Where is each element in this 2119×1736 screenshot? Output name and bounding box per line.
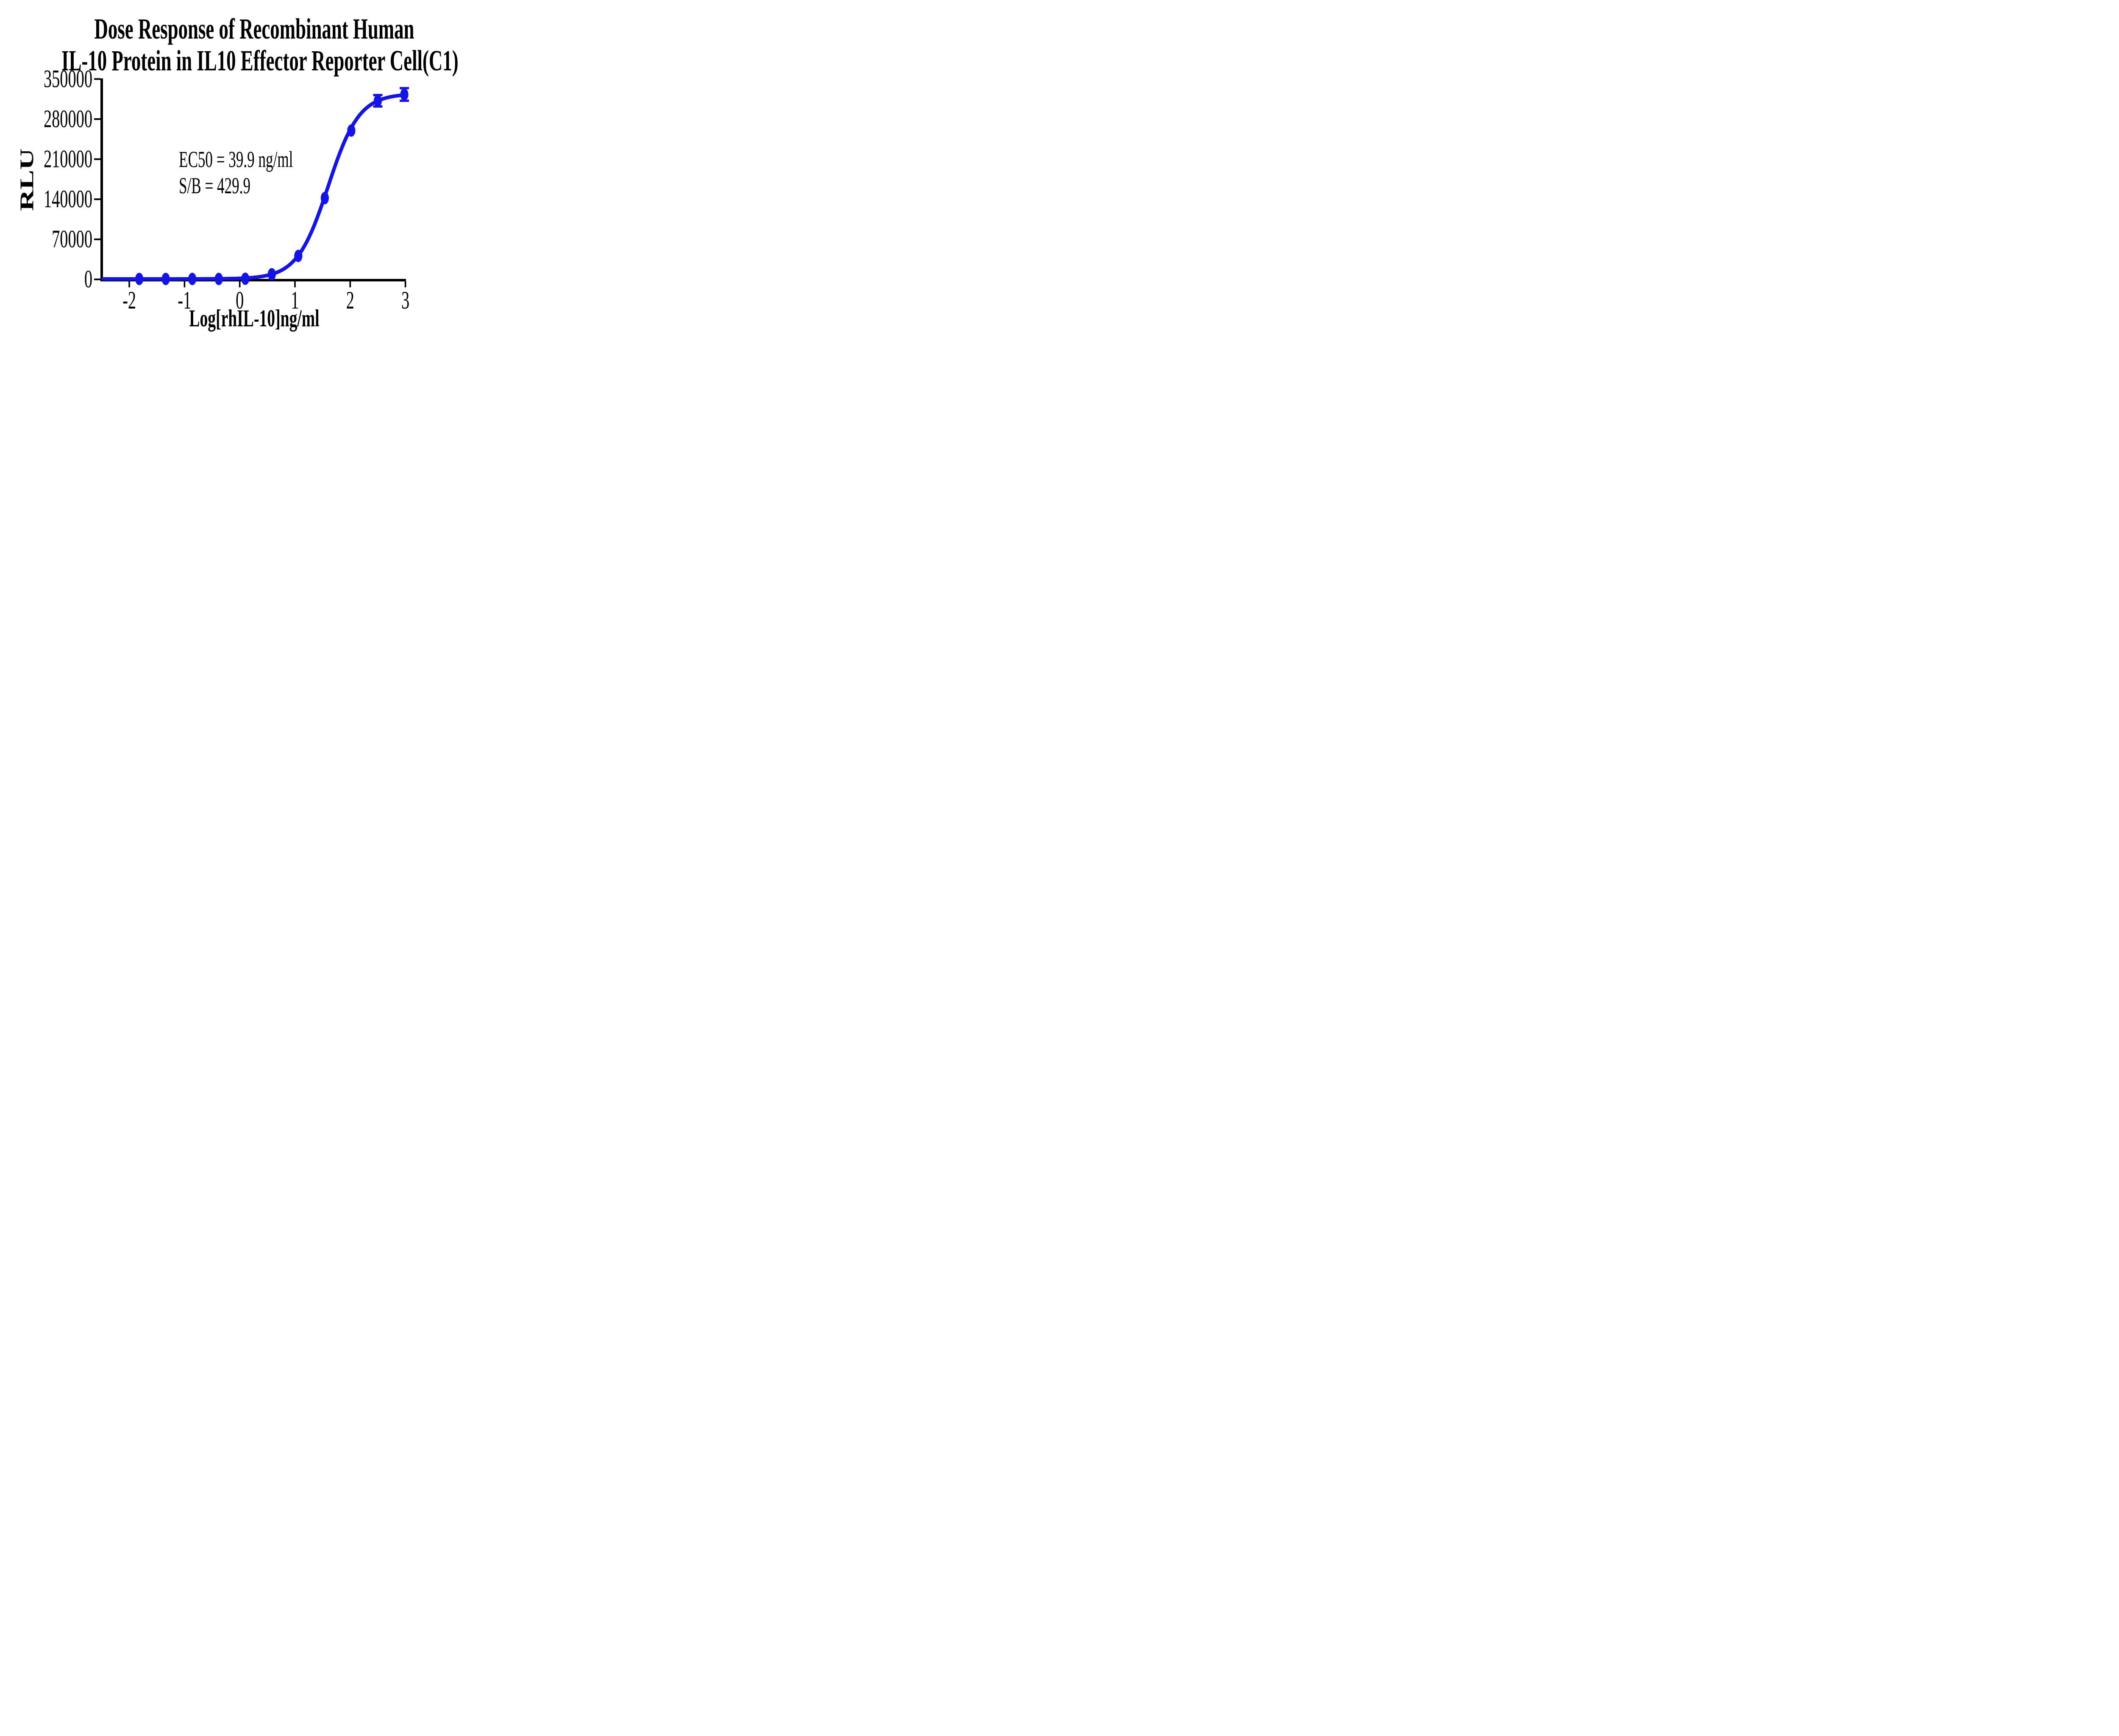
ec50-annotation: EC50 = 39.9 ng/ml [179, 147, 293, 172]
data-point-marker [320, 192, 329, 204]
dose-response-figure: Dose Response of Recombinant Human IL-10… [0, 0, 472, 347]
x-axis-title: Log[rhIL-10]ng/ml [189, 305, 320, 332]
y-axis-tick-label: 280000 [44, 105, 92, 133]
chart-title: Dose Response of Recombinant Human IL-10… [61, 13, 459, 77]
x-axis-tick-label: -2 [122, 287, 136, 314]
x-axis-tick-label: 2 [346, 287, 354, 314]
data-point-marker [400, 88, 409, 101]
dose-response-plot: 0 70000 140000 210000 280000 350000 -2 -1 0 1 2 3 [44, 65, 409, 314]
data-point-marker [214, 273, 223, 285]
y-axis-tick-label: 210000 [44, 145, 92, 172]
y-axis-tick-label: 350000 [44, 65, 92, 92]
y-axis-tick-label: 70000 [52, 225, 92, 253]
y-axis-tick-label: 140000 [44, 185, 92, 213]
x-axis-tick-label: -1 [178, 287, 191, 314]
dose-response-curve [101, 93, 406, 281]
data-point-marker [267, 268, 276, 281]
chart-title-line-2: IL-10 Protein in IL10 Effector Reporter … [61, 45, 459, 77]
data-point-marker [294, 250, 303, 262]
data-point-marker [241, 273, 250, 285]
x-axis-tick-label: 1 [291, 287, 299, 314]
signal-to-background-annotation: S/B = 429.9 [179, 173, 251, 198]
data-point-marker [373, 95, 382, 107]
data-point-marker [161, 273, 170, 285]
x-axis-tick-label: 0 [236, 287, 244, 314]
data-point-marker [188, 273, 197, 285]
data-point-marker [347, 124, 356, 137]
chart-title-line-1: Dose Response of Recombinant Human [94, 13, 414, 45]
fit-annotation: EC50 = 39.9 ng/ml S/B = 429.9 [179, 146, 293, 199]
x-axis-tick-label: 3 [401, 287, 409, 314]
data-point-marker [135, 273, 144, 285]
y-axis-tick-label: 0 [84, 265, 92, 293]
